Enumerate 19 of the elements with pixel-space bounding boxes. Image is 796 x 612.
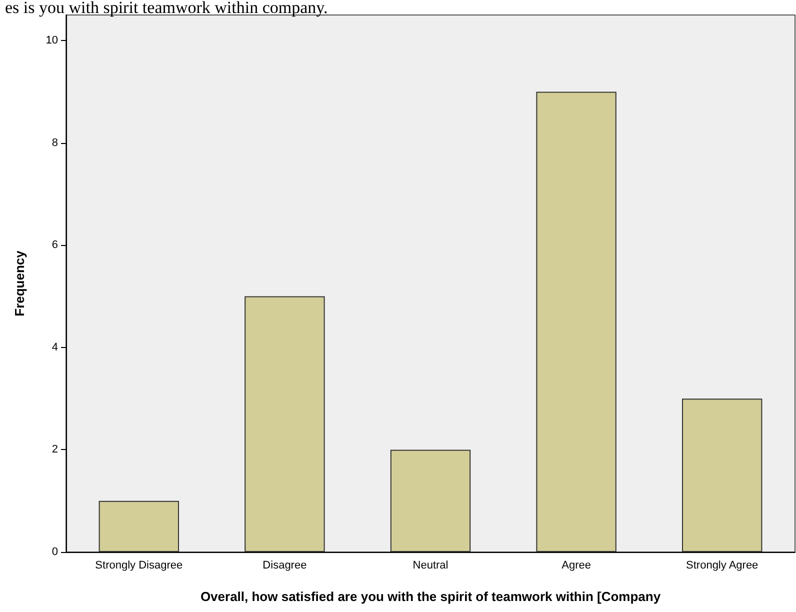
x-tick-label: Agree [562,560,591,572]
y-tick-label: 6 [52,239,58,252]
y-tick-label: 2 [52,444,58,456]
bar [244,296,325,552]
y-tick-label: 4 [52,341,58,354]
x-tick-label: Disagree [262,560,307,572]
bar [390,450,471,552]
bar [98,500,179,552]
x-axis-title: Overall, how satisfied are you with the spirit of teamwork within [Company [200,589,662,604]
x-tick-label: Strongly Disagree [95,560,183,572]
chart-title: es is you with spirit teamwork within company. [5,0,328,17]
bar [536,92,616,552]
y-tick-label: 0 [52,546,58,558]
bar [682,398,762,552]
x-tick-label: Neutral [412,560,448,572]
y-tick-label: 10 [46,34,58,47]
y-axis-title: Frequency [12,250,27,316]
y-tick-label: 8 [52,136,58,149]
x-tick-label: Strongly Agree [686,560,758,572]
